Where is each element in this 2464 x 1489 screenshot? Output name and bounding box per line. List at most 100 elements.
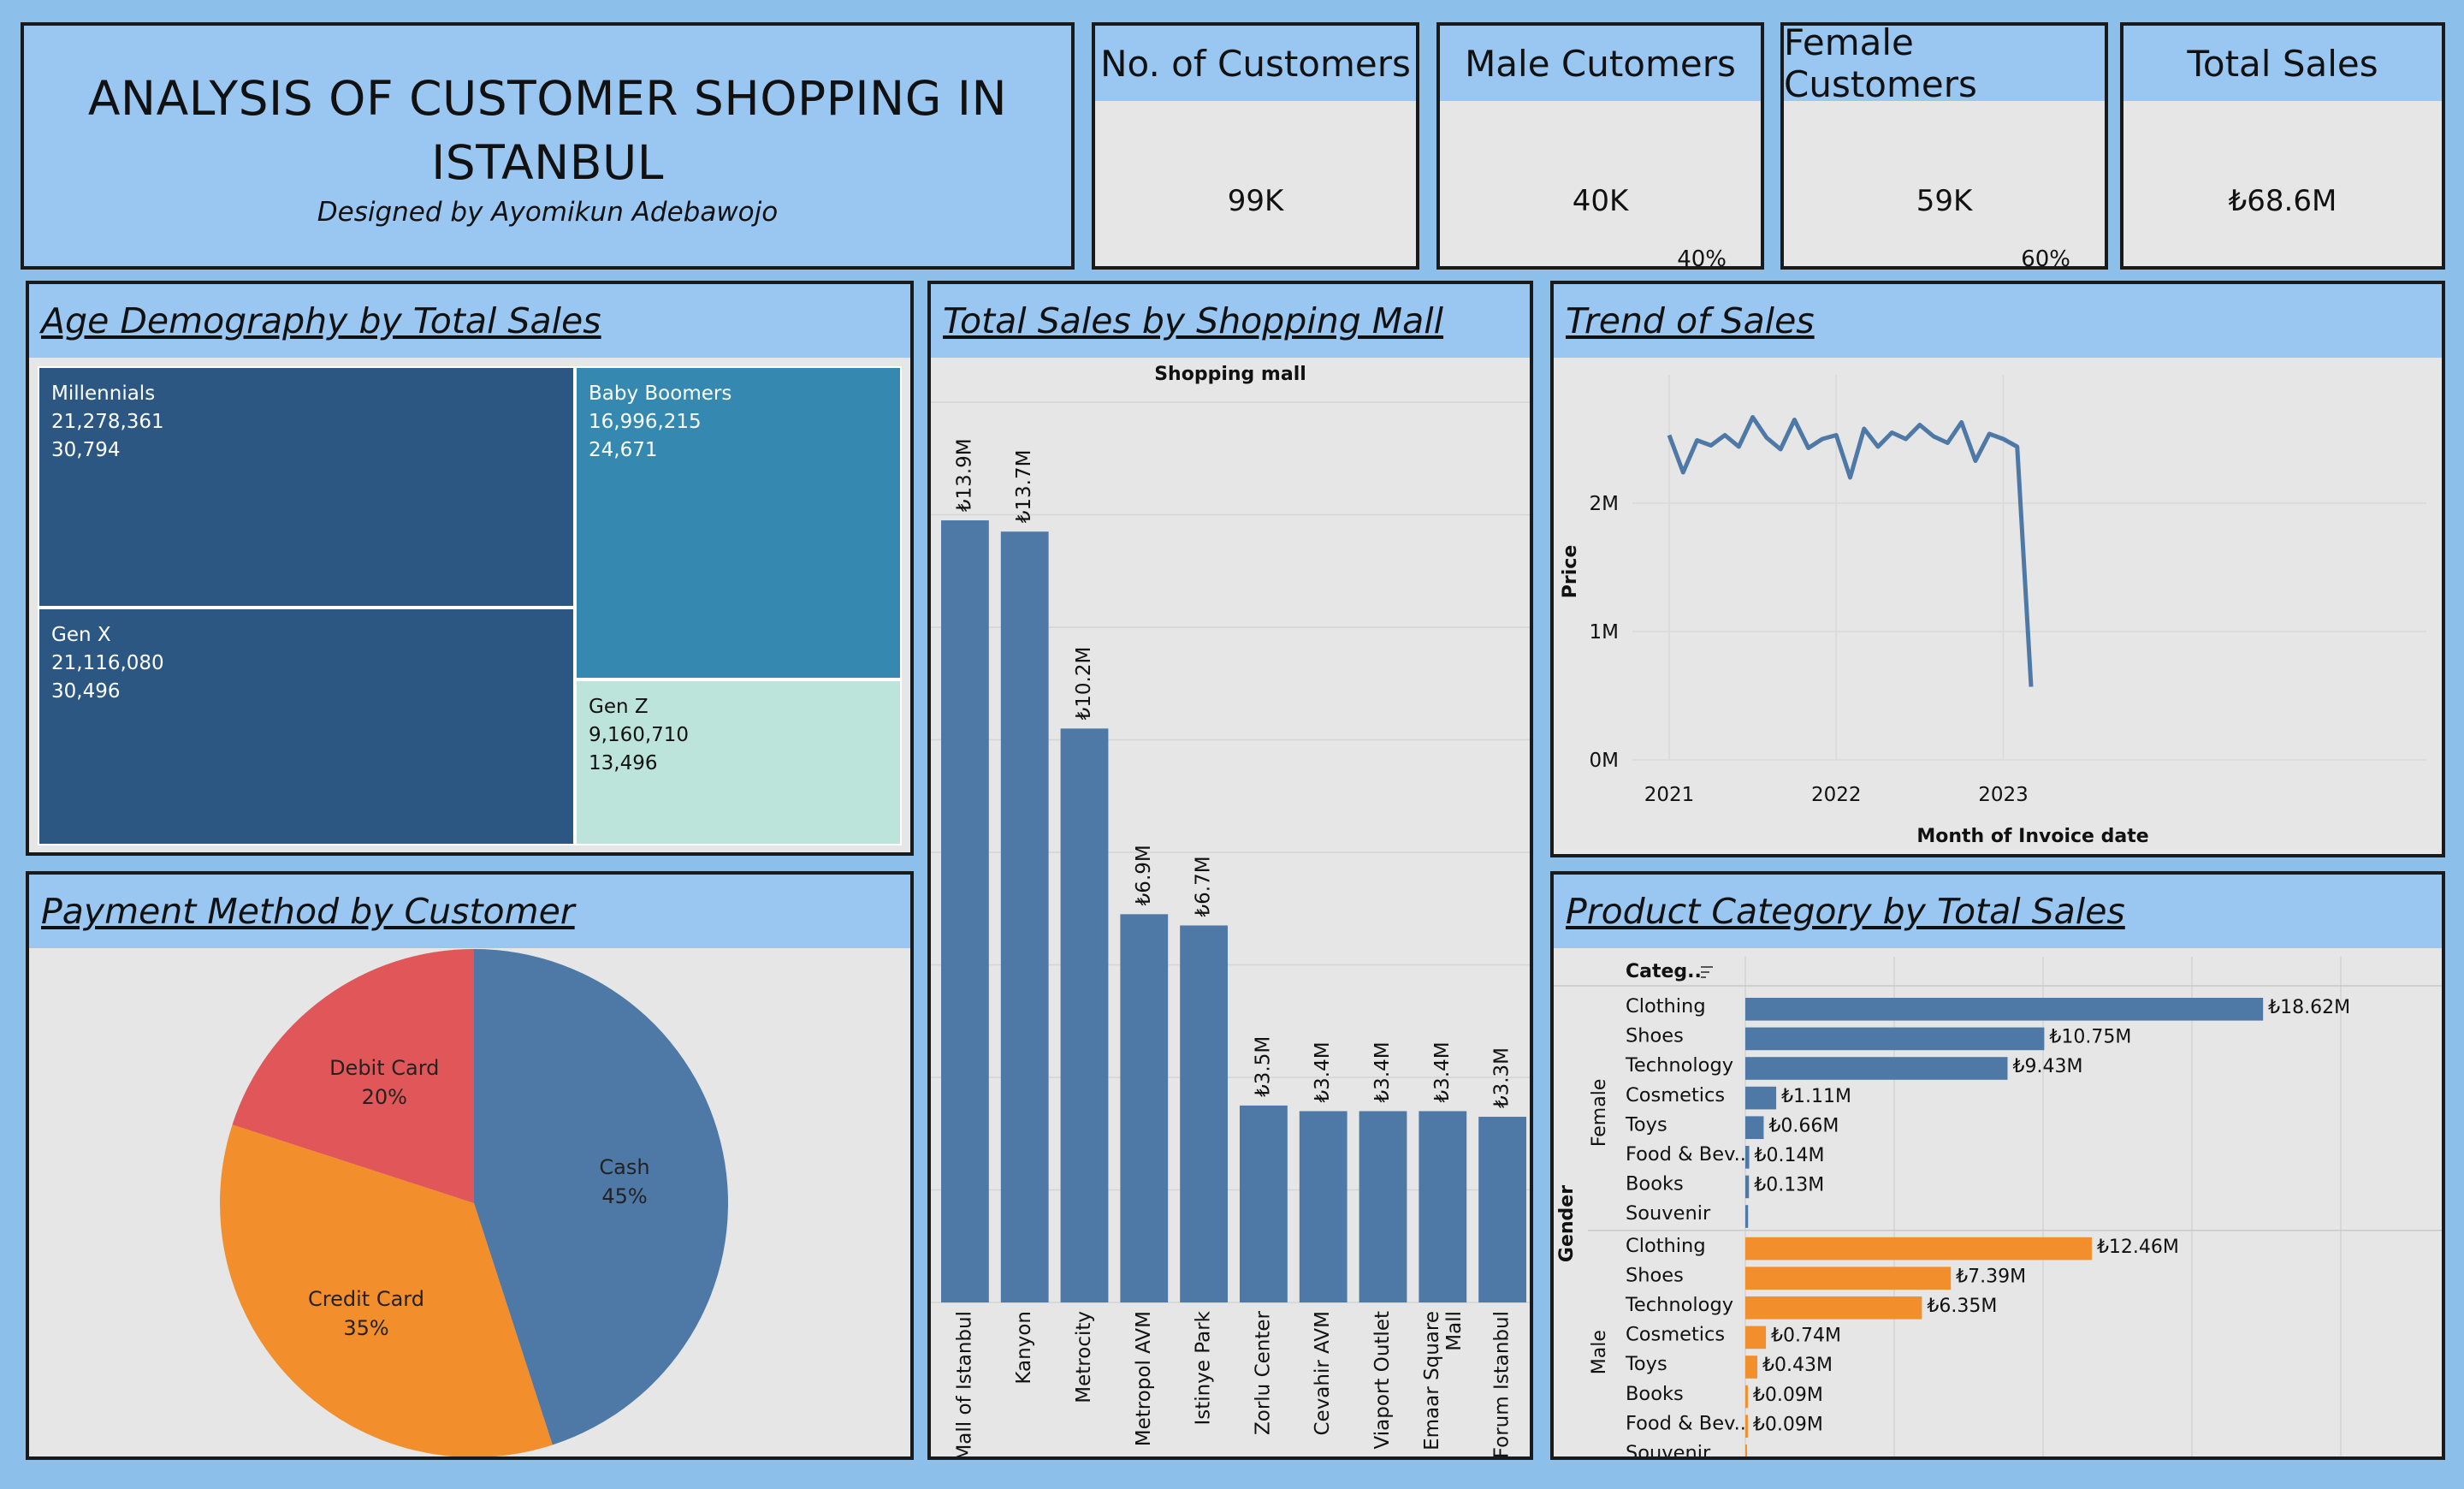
category-tick-label: Souvenir [1626,1202,1711,1225]
category-bar[interactable] [1745,1205,1749,1228]
mall-data-label: ₺6.7M [1193,856,1215,917]
treemap-count: 13,496 [589,752,658,774]
category-bar[interactable] [1745,1356,1757,1379]
treemap-cell-millennials[interactable]: Millennials 21,278,361 30,794 [38,366,575,608]
kpi-value: 40K [1572,184,1629,218]
kpi-card-sales: Total Sales ₺68.6M [2120,22,2445,270]
category-bar[interactable] [1745,998,2264,1021]
mall-tick-label: Mall of Istanbul [953,1311,975,1456]
mall-data-label: ₺13.9M [953,438,975,512]
trend-x-tick: 2021 [1644,784,1695,806]
trend-y-tick: 2M [1590,493,1619,515]
mall-data-label: ₺3.4M [1312,1041,1334,1102]
category-bar[interactable] [1745,1267,1952,1290]
treemap-cell-baby-boomers[interactable]: Baby Boomers 16,996,215 24,671 [575,366,902,679]
trend-y-tick: 0M [1590,750,1619,772]
kpi-card-male: Male Cutomers 40K 40% [1436,22,1764,270]
pie-slice-percent: 45% [601,1184,647,1208]
category-bar[interactable] [1745,1116,1764,1139]
kpi-label: Total Sales [2123,26,2442,101]
category-bar[interactable] [1745,1415,1748,1438]
category-bar[interactable] [1745,1445,1747,1456]
dashboard-subtitle: Designed by Ayomikun Adebawojo [317,197,779,228]
treemap-cell-gen-x[interactable]: Gen X 21,116,080 30,496 [38,608,575,845]
mall-tick-label: Metropol AVM [1133,1311,1155,1446]
mall-bar[interactable] [1419,1111,1467,1302]
category-tick-label: Technology [1625,1054,1733,1077]
mall-bar[interactable] [941,520,989,1302]
category-bar[interactable] [1745,1296,1922,1320]
category-bar[interactable] [1745,1027,2045,1051]
category-bar[interactable] [1745,1086,1777,1110]
panel-header: Payment Method by Customer [29,875,910,948]
mall-data-label: ₺13.7M [1013,450,1035,524]
mall-tick-label: Kanyon [1013,1311,1035,1385]
age-treemap: Millennials 21,278,361 30,794 Gen X 21,1… [38,366,902,845]
category-tick-label: Toys [1625,1353,1667,1375]
mall-tick-label: Cevahir AVM [1312,1311,1334,1436]
panel-title: Payment Method by Customer [41,891,575,932]
title-panel: ANALYSIS OF CUSTOMER SHOPPING IN ISTANBU… [21,22,1075,270]
mall-bar[interactable] [1060,728,1109,1302]
pie-slice[interactable] [232,949,474,1203]
category-bar[interactable] [1745,1175,1750,1199]
mall-bar[interactable] [1120,914,1169,1302]
payment-pie-chart: Cash 45% Credit Card 35% Debit Card 20% [220,949,729,1456]
category-tick-label: Shoes [1626,1025,1684,1047]
mall-tick-label: Forum Istanbul [1491,1311,1513,1456]
mall-tick-label: Viaport Outlet [1371,1311,1394,1449]
kpi-label: No. of Customers [1095,26,1416,101]
category-data-label: ₺0.66M [1768,1115,1839,1136]
category-bar[interactable] [1745,1057,2008,1080]
trend-x-tick: 2023 [1978,784,2029,806]
trend-series-line[interactable] [1667,415,2034,687]
category-bar[interactable] [1745,1385,1748,1409]
category-bar[interactable] [1745,1326,1767,1350]
mall-data-label: ₺3.3M [1491,1047,1513,1108]
mall-column-header: Shopping mall [1154,364,1306,385]
treemap-sales: 9,160,710 [589,724,690,746]
trend-x-axis-label: Month of Invoice date [1916,826,2148,847]
pie-slice[interactable] [220,1124,553,1456]
treemap-label: Baby Boomers [589,383,732,405]
age-demography-panel: Age Demography by Total Sales Millennial… [26,281,914,856]
product-category-panel: Product Category by Total Sales Categ.. G… [1550,871,2445,1460]
mall-bar[interactable] [1478,1117,1526,1302]
pie-slice-percent: 20% [362,1085,407,1109]
treemap-label: Millennials [51,383,156,405]
category-tick-label: Food & Bev.. [1626,1412,1746,1434]
pie-slice-percent: 35% [343,1316,388,1340]
mall-bar[interactable] [1359,1111,1407,1302]
panel-header: Trend of Sales [1554,284,2442,358]
mall-data-label: ₺6.9M [1133,845,1155,905]
mall-bar[interactable] [1240,1105,1288,1302]
treemap-sales: 16,996,215 [589,411,702,433]
treemap-label: Gen Z [589,696,649,718]
category-data-label: ₺6.35M [1927,1296,1997,1317]
treemap-sales: 21,116,080 [51,652,164,674]
mall-tick-label: Metrocity [1073,1311,1095,1403]
mall-data-label: ₺3.4M [1371,1041,1394,1102]
category-bar[interactable] [1745,1146,1750,1169]
mall-bar[interactable] [1000,531,1049,1302]
category-bar-chart: Categ.. Gender Female Clothing ₺18.62M Shoes ₺… [1554,957,2442,1456]
panel-title: Trend of Sales [1566,300,1815,341]
category-data-label: ₺0.09M [1753,1385,1823,1406]
kpi-label: Male Cutomers [1440,26,1761,101]
trend-line-chart: 0M 1M 2M 2021 2022 2023 Month of Invoice date P… [1560,375,2426,847]
mall-data-label: ₺3.5M [1252,1036,1274,1097]
panel-header: Product Category by Total Sales [1554,875,2442,948]
kpi-value: 59K [1916,184,1973,218]
mall-tick-label: Mall [1443,1311,1466,1351]
mall-bar[interactable] [1299,1111,1348,1302]
treemap-cell-gen-z[interactable]: Gen Z 9,160,710 13,496 [575,679,902,845]
category-tick-label: Shoes [1626,1264,1684,1286]
kpi-label: Female Customers [1784,26,2105,105]
kpi-card-customers: No. of Customers 99K [1092,22,1419,270]
category-tick-label: Cosmetics [1626,1324,1725,1346]
panel-title: Total Sales by Shopping Mall [943,300,1444,341]
pie-slice[interactable] [474,949,729,1445]
mall-bar[interactable] [1180,925,1228,1302]
category-bar[interactable] [1745,1237,2092,1261]
treemap-label: Gen X [51,624,111,646]
